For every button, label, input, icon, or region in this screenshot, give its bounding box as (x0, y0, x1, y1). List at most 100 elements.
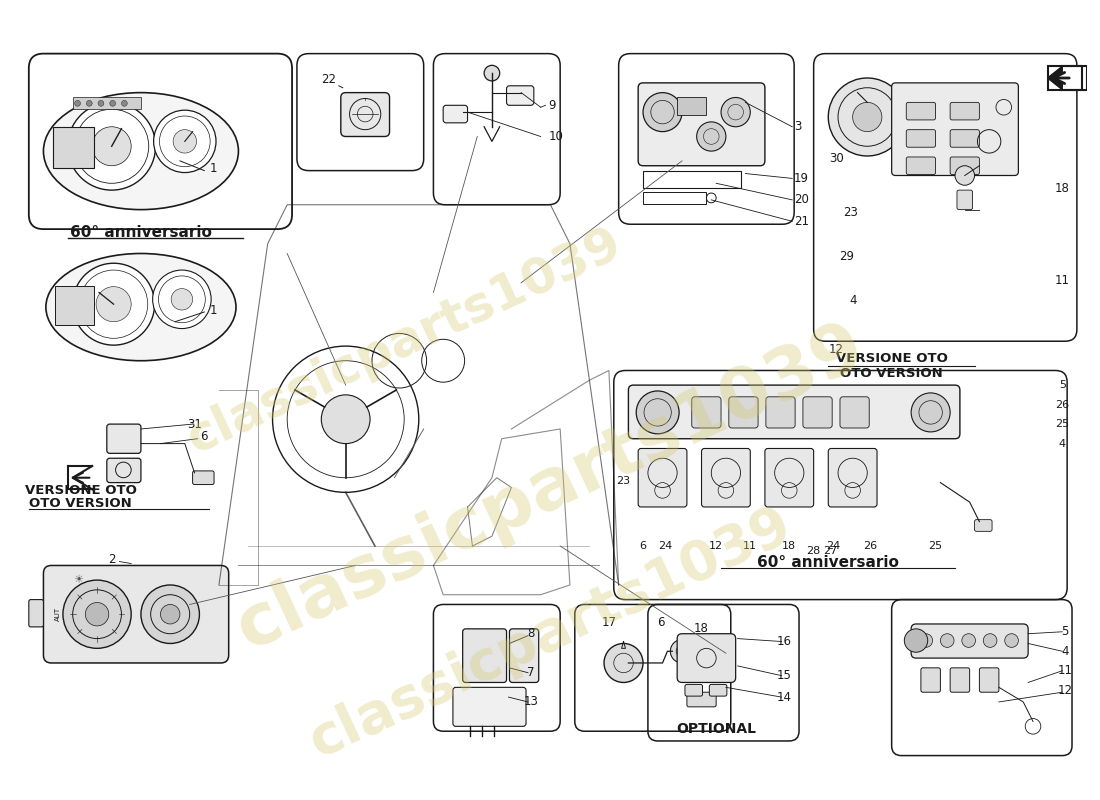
Text: 2: 2 (108, 553, 115, 566)
Bar (53, 126, 95, 168)
Text: 26: 26 (864, 541, 878, 551)
Text: VERSIONE OTO: VERSIONE OTO (836, 352, 947, 366)
Text: 1: 1 (209, 303, 217, 317)
Text: 21: 21 (794, 215, 810, 228)
FancyBboxPatch shape (764, 449, 814, 507)
Ellipse shape (46, 254, 236, 361)
FancyBboxPatch shape (628, 385, 960, 438)
Text: 23: 23 (616, 476, 630, 486)
FancyBboxPatch shape (692, 397, 720, 428)
Circle shape (321, 395, 370, 444)
Text: 11: 11 (1055, 274, 1070, 287)
Text: 12: 12 (828, 342, 844, 355)
Circle shape (720, 98, 750, 126)
FancyBboxPatch shape (509, 629, 539, 682)
FancyBboxPatch shape (975, 520, 992, 531)
Text: 28: 28 (806, 546, 821, 556)
Text: 6: 6 (657, 615, 664, 629)
Text: 16: 16 (777, 635, 792, 648)
FancyBboxPatch shape (957, 190, 972, 210)
FancyBboxPatch shape (911, 624, 1028, 658)
Text: classicparts1039: classicparts1039 (226, 311, 876, 663)
FancyBboxPatch shape (453, 687, 526, 726)
FancyBboxPatch shape (506, 86, 534, 106)
Polygon shape (1047, 66, 1063, 90)
Text: 8: 8 (527, 627, 535, 640)
Text: 25: 25 (928, 541, 943, 551)
Text: 60° anniversario: 60° anniversario (757, 555, 899, 570)
Text: 18: 18 (694, 622, 710, 635)
Circle shape (636, 391, 679, 434)
Text: 24: 24 (826, 541, 840, 551)
Bar (55, 286, 95, 325)
Text: 9: 9 (549, 98, 556, 112)
Text: 11: 11 (744, 541, 757, 551)
Text: ☀: ☀ (73, 575, 82, 585)
FancyBboxPatch shape (729, 397, 758, 428)
Circle shape (75, 101, 80, 106)
Text: OPTIONAL: OPTIONAL (676, 722, 756, 736)
Bar (678, 98, 706, 115)
FancyBboxPatch shape (950, 102, 979, 120)
Text: 13: 13 (524, 695, 538, 709)
Text: 6: 6 (200, 430, 208, 443)
FancyBboxPatch shape (43, 566, 229, 663)
Text: 6: 6 (639, 541, 647, 551)
Text: 11: 11 (1058, 664, 1072, 678)
Circle shape (604, 643, 644, 682)
FancyBboxPatch shape (950, 668, 969, 692)
FancyBboxPatch shape (702, 449, 750, 507)
Circle shape (96, 286, 131, 322)
FancyBboxPatch shape (685, 685, 703, 696)
Text: 12: 12 (710, 541, 723, 551)
Circle shape (852, 102, 882, 132)
Circle shape (98, 101, 103, 106)
Circle shape (121, 101, 128, 106)
Text: 18: 18 (782, 541, 796, 551)
FancyBboxPatch shape (950, 157, 979, 174)
Text: 24: 24 (658, 541, 672, 551)
FancyBboxPatch shape (840, 397, 869, 428)
Circle shape (73, 263, 155, 345)
FancyBboxPatch shape (638, 449, 686, 507)
Text: 60° anniversario: 60° anniversario (70, 225, 212, 239)
Circle shape (484, 66, 499, 81)
FancyBboxPatch shape (710, 685, 727, 696)
FancyBboxPatch shape (107, 424, 141, 454)
FancyBboxPatch shape (678, 634, 736, 682)
Text: 26: 26 (1055, 400, 1069, 410)
Bar (644, 170, 740, 188)
FancyBboxPatch shape (803, 397, 833, 428)
Text: 12: 12 (1058, 684, 1072, 697)
Circle shape (961, 634, 976, 647)
FancyBboxPatch shape (766, 397, 795, 428)
Text: 20: 20 (794, 194, 808, 206)
FancyBboxPatch shape (686, 692, 716, 707)
FancyBboxPatch shape (921, 668, 940, 692)
Circle shape (1004, 634, 1019, 647)
Text: 29: 29 (839, 250, 855, 263)
Text: 25: 25 (1055, 419, 1069, 429)
Circle shape (955, 166, 975, 186)
FancyBboxPatch shape (828, 449, 877, 507)
Circle shape (918, 634, 933, 647)
Text: OTO VERSION: OTO VERSION (29, 497, 132, 510)
Circle shape (940, 634, 954, 647)
Circle shape (696, 122, 726, 151)
FancyBboxPatch shape (29, 599, 43, 627)
Circle shape (173, 130, 197, 153)
Text: OTO VERSION: OTO VERSION (840, 367, 943, 380)
Text: 1: 1 (209, 162, 217, 175)
Text: 22: 22 (320, 74, 336, 86)
Bar (644, 192, 706, 204)
Bar (1047, 66, 1087, 90)
Text: 17: 17 (602, 615, 616, 629)
Text: 18: 18 (1055, 182, 1069, 194)
Circle shape (63, 580, 131, 648)
Text: classicparts1039: classicparts1039 (300, 498, 800, 770)
Text: 4: 4 (849, 294, 857, 306)
Circle shape (68, 102, 155, 190)
Text: 23: 23 (844, 206, 858, 219)
FancyBboxPatch shape (906, 102, 935, 120)
FancyBboxPatch shape (906, 130, 935, 147)
